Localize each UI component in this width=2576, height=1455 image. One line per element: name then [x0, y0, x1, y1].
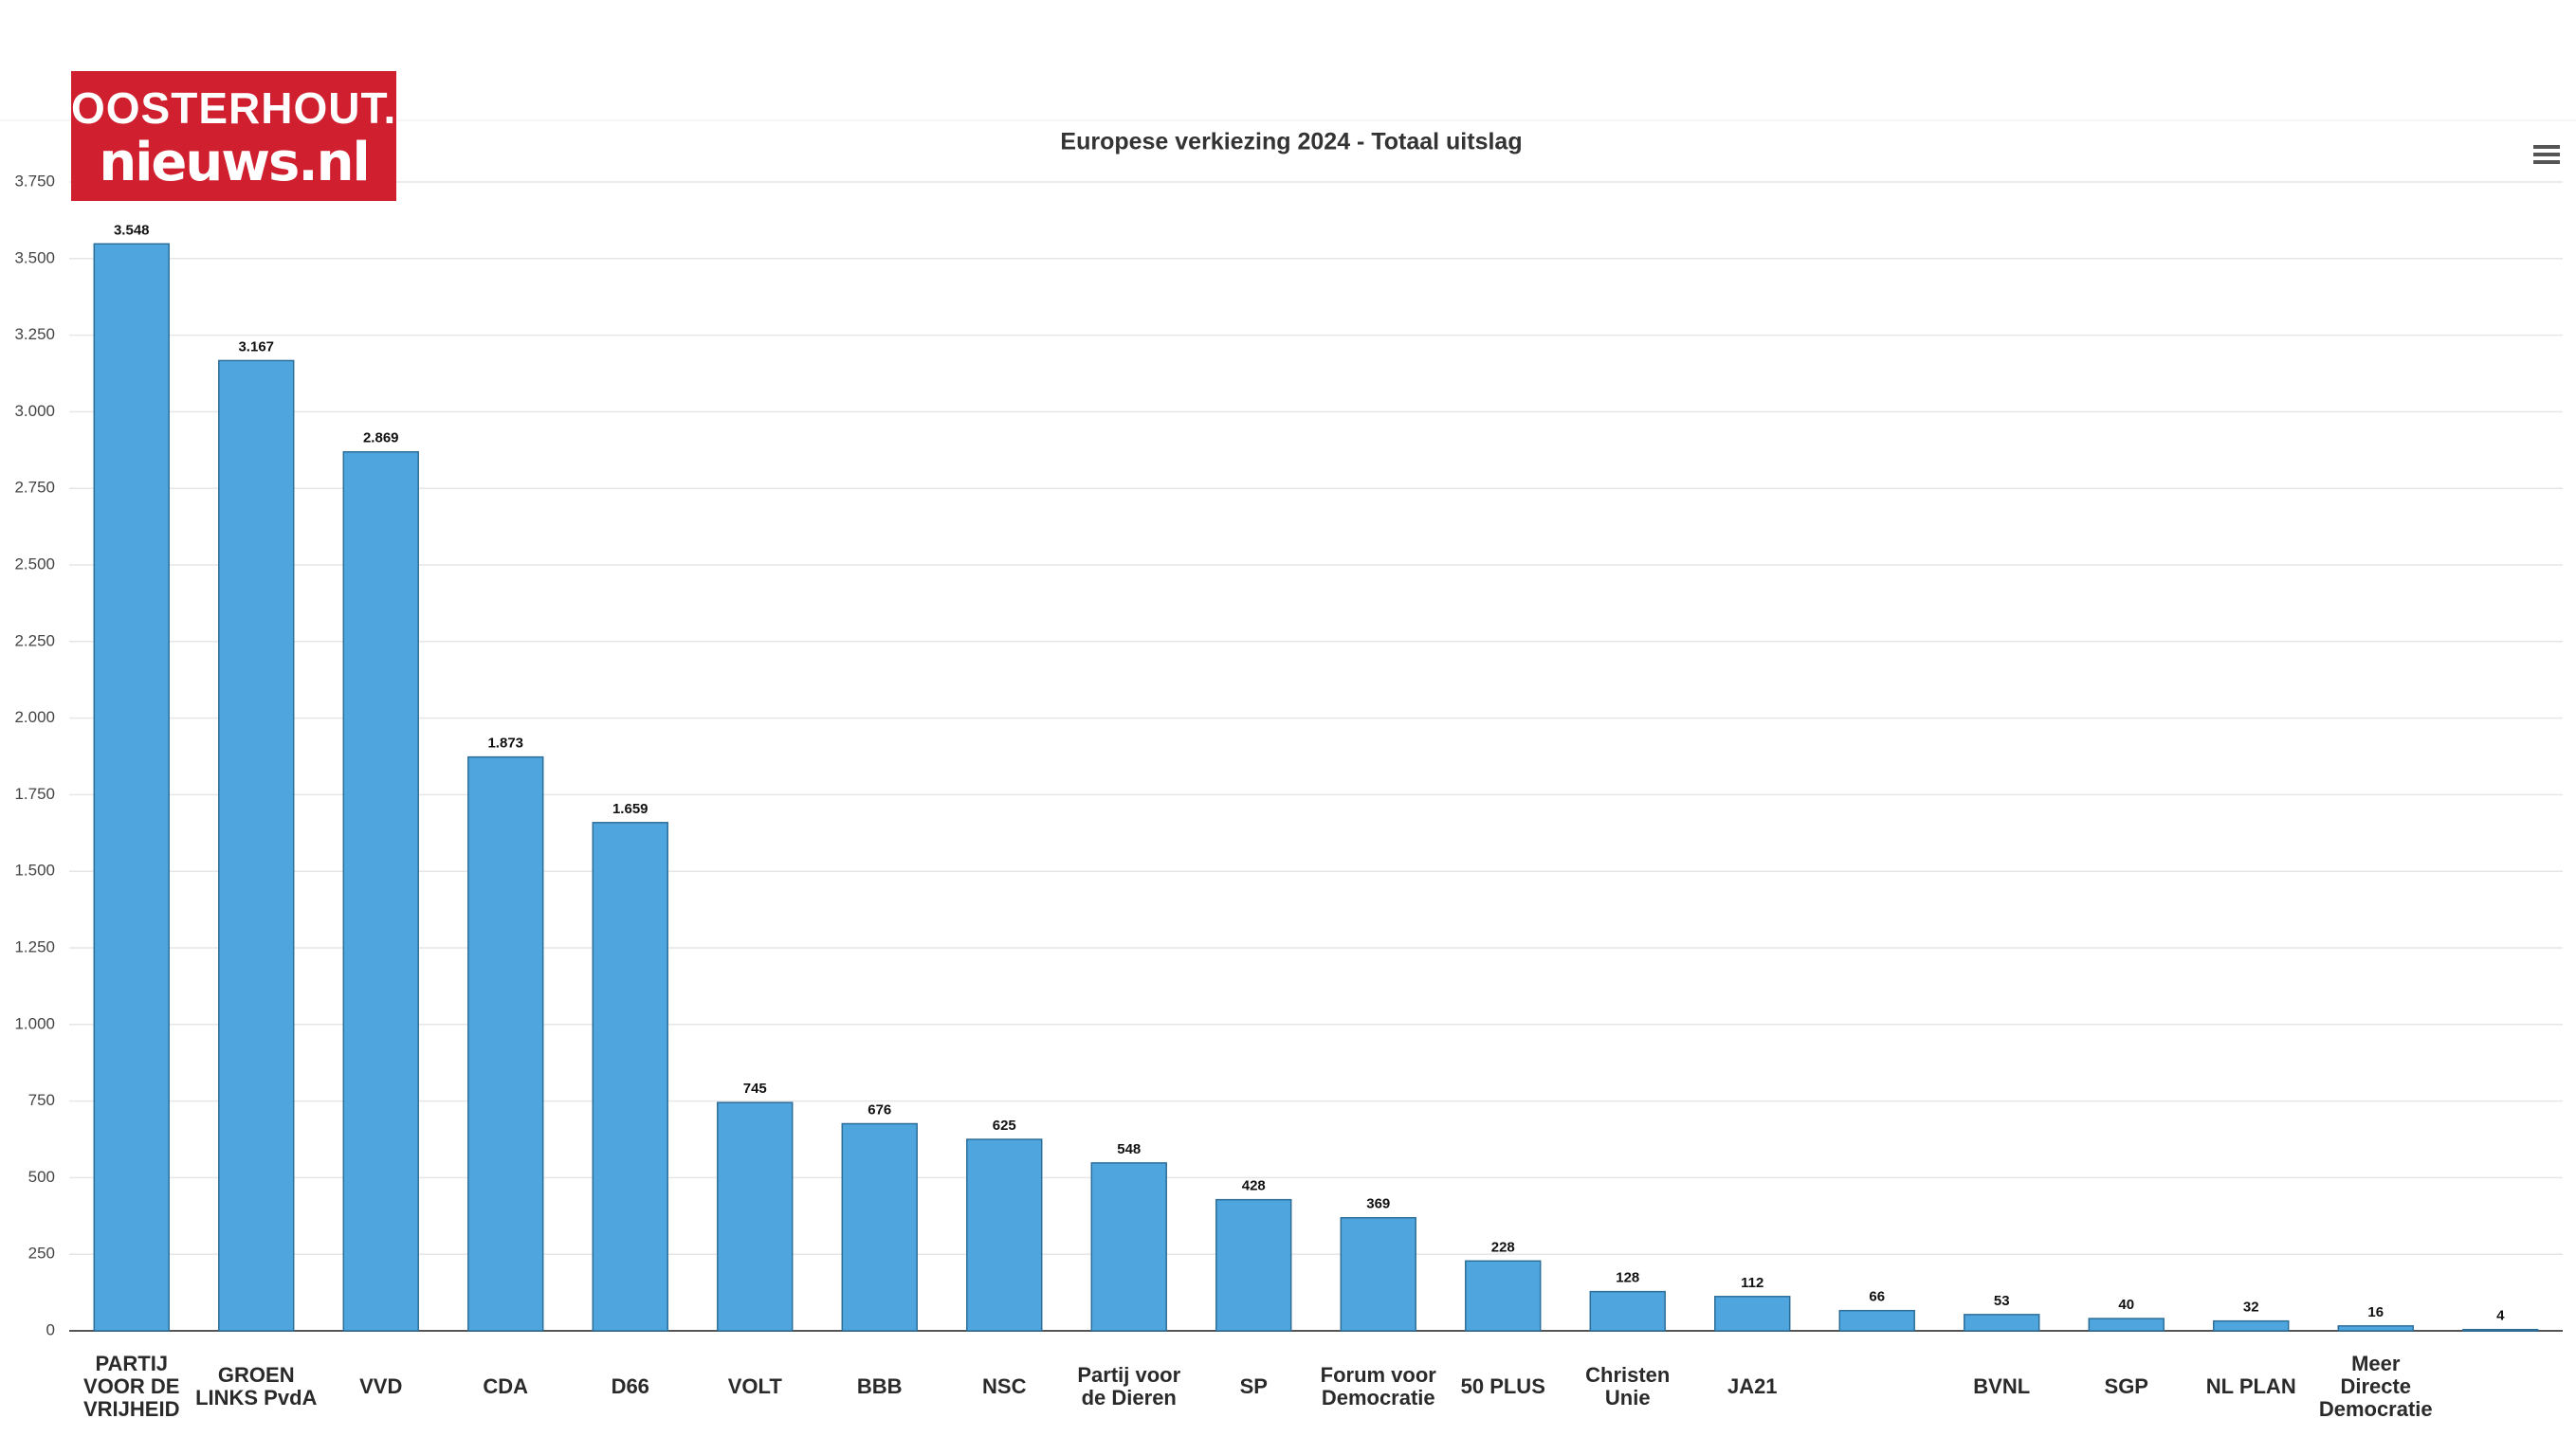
value-label: 3.167	[238, 338, 274, 355]
y-tick-label: 3.500	[14, 248, 55, 266]
value-label: 3.548	[114, 222, 150, 238]
bar	[2337, 1325, 2414, 1332]
value-label: 745	[743, 1081, 767, 1097]
x-tick-label: Partij voor de Dieren	[1077, 1363, 1181, 1410]
value-label: 1.659	[612, 801, 649, 817]
bar	[1838, 1309, 1915, 1332]
bar	[2462, 1328, 2539, 1332]
y-tick-label: 2.000	[14, 708, 55, 726]
value-label: 4	[2496, 1308, 2505, 1324]
y-tick-label: 3.750	[14, 172, 55, 190]
x-tick-label: BVNL	[1973, 1374, 2031, 1398]
y-tick-label: 3.250	[14, 325, 55, 343]
x-tick-label: SGP	[2104, 1374, 2148, 1398]
y-tick-label: 1.250	[14, 937, 55, 955]
value-label: 625	[993, 1118, 1016, 1134]
y-tick-label: 500	[28, 1168, 55, 1186]
y-tick-label: 1.500	[14, 862, 55, 880]
bar	[841, 1122, 918, 1332]
x-tick-label: CDA	[483, 1374, 529, 1398]
x-tick-label: VOLT	[727, 1374, 782, 1398]
x-tick-label: JA21	[1726, 1374, 1778, 1398]
value-label: 128	[1616, 1270, 1639, 1286]
x-tick-label: D66	[611, 1374, 649, 1398]
x-tick-label: VVD	[359, 1374, 403, 1398]
x-tick-label: 50 PLUS	[1460, 1374, 1545, 1398]
value-label: 1.873	[487, 736, 523, 752]
value-label: 40	[2118, 1297, 2134, 1313]
x-tick-label: Meer Directe Democratie	[2318, 1352, 2433, 1421]
x-tick-label: Forum voor Democratie	[1320, 1363, 1436, 1410]
bar	[342, 450, 419, 1332]
y-tick-label: 2.500	[14, 555, 55, 573]
bar	[717, 1101, 794, 1332]
y-tick-label: 2.250	[14, 631, 55, 649]
value-label: 66	[1869, 1289, 1885, 1305]
value-label: 32	[2243, 1300, 2259, 1316]
x-tick-label: GROEN LINKS PvdA	[195, 1363, 318, 1410]
value-label: 369	[1366, 1196, 1390, 1212]
value-label: 2.869	[363, 430, 399, 446]
value-label: 428	[1242, 1178, 1266, 1194]
bar	[1964, 1314, 2040, 1332]
x-tick-label: BBB	[856, 1374, 903, 1398]
bar	[1589, 1290, 1666, 1332]
bar	[1465, 1260, 1542, 1332]
value-label: 676	[868, 1101, 891, 1118]
brand-logo: OOSTERHOUT. nieuws.nl	[71, 71, 396, 201]
y-tick-label: 1.000	[14, 1014, 55, 1032]
value-label: 112	[1741, 1275, 1763, 1291]
bar	[1340, 1216, 1416, 1332]
brand-line: nieuws.nl	[99, 132, 370, 193]
bar	[467, 755, 544, 1332]
value-label: 228	[1491, 1239, 1515, 1255]
brand-line: OOSTERHOUT.	[71, 83, 397, 133]
x-tick-label: NSC	[982, 1374, 1027, 1398]
value-label: 548	[1117, 1141, 1141, 1157]
x-tick-label: SP	[1239, 1374, 1268, 1398]
bar	[218, 359, 295, 1332]
bar	[2088, 1318, 2165, 1332]
x-tick-label: Christen Unie	[1585, 1363, 1671, 1410]
y-tick-label: 250	[28, 1245, 55, 1263]
menu-icon[interactable]	[2533, 145, 2560, 164]
y-tick-label: 3.000	[14, 402, 55, 420]
x-tick-label: PARTIJ VOOR DE VRIJHEID	[83, 1352, 180, 1421]
y-tick-label: 1.750	[14, 785, 55, 803]
bar	[592, 822, 668, 1332]
bar	[93, 243, 170, 1332]
bar	[1714, 1296, 1791, 1332]
y-tick-label: 750	[28, 1091, 55, 1109]
bar	[966, 1138, 1043, 1332]
y-tick-label: 0	[46, 1320, 55, 1338]
value-label: 16	[2367, 1304, 2384, 1320]
y-tick-label: 2.750	[14, 479, 55, 497]
bar	[2213, 1319, 2290, 1332]
x-tick-label: NL PLAN	[2205, 1374, 2296, 1398]
bar	[1215, 1198, 1292, 1332]
value-label: 53	[1994, 1293, 2010, 1309]
chart-title: Europese verkiezing 2024 - Totaal uitsla…	[1060, 129, 1522, 155]
bar	[1090, 1162, 1167, 1332]
